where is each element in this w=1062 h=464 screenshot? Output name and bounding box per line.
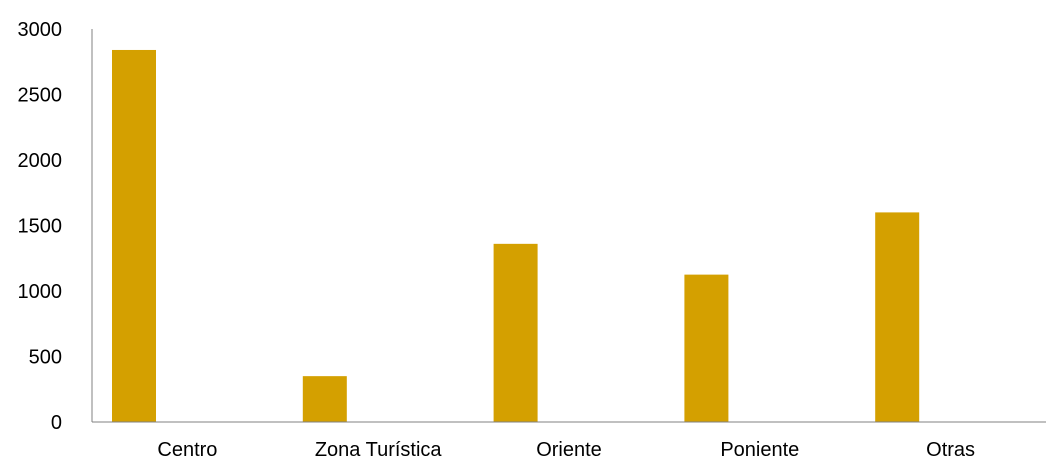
axes-group xyxy=(91,29,1046,423)
y-axis-tick-labels: 0 500 1000 1500 2000 2500 3000 xyxy=(18,19,63,434)
bar-zona-tur-stica xyxy=(302,376,347,422)
y-tick-label: 2500 xyxy=(18,85,63,107)
y-tick-label: 1500 xyxy=(18,216,63,238)
y-tick-label: 0 xyxy=(51,412,62,434)
y-tick-label: 3000 xyxy=(18,19,63,41)
x-tick-label: Poniente xyxy=(720,439,799,461)
y-tick-label: 1000 xyxy=(18,281,63,303)
bar-poniente xyxy=(684,274,729,422)
x-tick-label: Zona Turística xyxy=(315,439,443,461)
x-tick-label: Otras xyxy=(926,439,975,461)
x-axis-tick-labels: Centro Zona Turística Oriente Poniente Otras xyxy=(157,439,975,461)
x-tick-label: Centro xyxy=(157,439,217,461)
y-tick-label: 2000 xyxy=(18,150,63,172)
bar-centro xyxy=(112,49,156,423)
bars-group xyxy=(112,49,920,423)
y-tick-label: 500 xyxy=(29,347,62,369)
bar-oriente xyxy=(493,243,538,422)
bar-otras xyxy=(875,212,920,422)
x-tick-label: Oriente xyxy=(536,439,602,461)
